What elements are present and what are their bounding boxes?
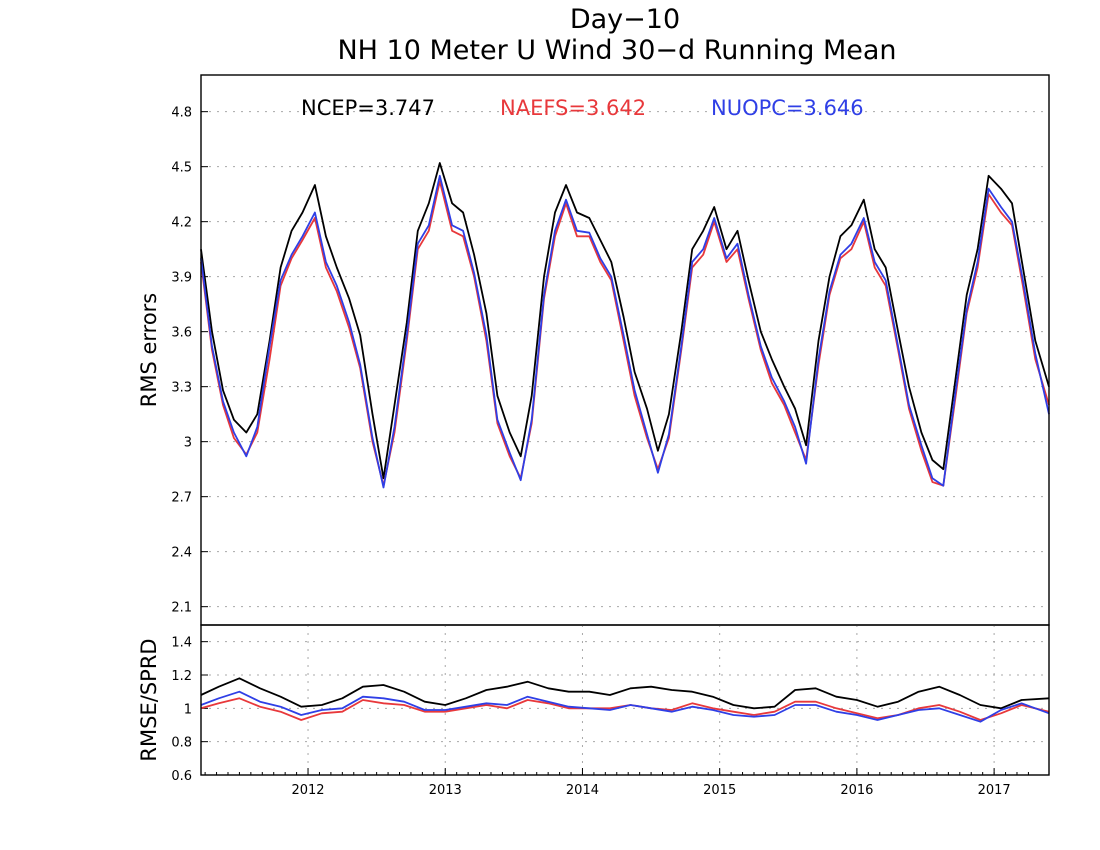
rms-y-tick-label: 2.7 [171, 491, 192, 506]
rmse-sprd-panel: 0.6 0.8 1 1.2 1.4 2012 2013 2014 2015 2016 2017 [171, 624, 1050, 798]
x-tick-label: 2015 [703, 783, 736, 798]
chart-subtitle: NH 10 Meter U Wind 30−d Running Mean [337, 35, 896, 66]
rms-y-tick-label: 2.1 [171, 601, 192, 616]
rms-errors-panel: 2.1 2.4 2.7 3 3.3 3.6 3.9 4.2 4.5 4.8 [171, 74, 1050, 626]
rms-y-tick-label: 3.9 [171, 271, 192, 286]
rms-y-tick-label: 3.3 [171, 381, 192, 396]
rms-series-nuopc [200, 174, 1050, 489]
legend: NCEP=3.747 NAEFS=3.642 NUOPC=3.646 [301, 96, 864, 120]
ratio-series-group [200, 677, 1050, 723]
rms-y-tick-label: 2.4 [171, 546, 192, 561]
ratio-y-axis-ticks: 0.6 0.8 1 1.2 1.4 [171, 636, 208, 784]
rms-series-group [200, 162, 1050, 489]
ratio-y-tick-label: 0.6 [171, 769, 192, 784]
ratio-y-tick-label: 1.2 [171, 669, 192, 684]
ratio-series-nuopc [200, 690, 1050, 723]
legend-nuopc: NUOPC=3.646 [711, 96, 864, 120]
rms-y-tick-label: 4.5 [171, 161, 192, 176]
x-tick-label: 2014 [566, 783, 599, 798]
x-tick-label: 2017 [978, 783, 1011, 798]
x-tick-label: 2012 [291, 783, 324, 798]
x-axis-ticks: 2012 2013 2014 2015 2016 2017 [204, 768, 1029, 798]
rms-y-tick-label: 3.6 [171, 326, 192, 341]
ratio-series-ncep [200, 677, 1050, 710]
rms-grid [201, 111, 1049, 608]
legend-ncep: NCEP=3.747 [301, 96, 435, 120]
rms-y-axis-ticks: 2.1 2.4 2.7 3 3.3 3.6 3.9 4.2 4.5 4.8 [171, 106, 208, 616]
legend-naefs: NAEFS=3.642 [500, 96, 646, 120]
rms-y-tick-label: 4.2 [171, 216, 192, 231]
x-tick-label: 2016 [840, 783, 873, 798]
rms-y-axis-label: RMS errors [137, 293, 161, 408]
ratio-y-tick-label: 1.4 [171, 636, 192, 651]
ratio-y-tick-label: 0.8 [171, 736, 192, 751]
rms-series-naefs [200, 180, 1050, 487]
ratio-y-axis-label: RMSE/SPRD [137, 638, 161, 761]
chart-title: Day−10 [570, 4, 680, 35]
rms-series-ncep [200, 162, 1050, 480]
rms-y-tick-label: 4.8 [171, 106, 192, 121]
ratio-grid [201, 625, 1049, 775]
rms-y-tick-label: 3 [184, 436, 192, 451]
ratio-y-tick-label: 1 [184, 702, 192, 717]
ratio-plot-frame [200, 624, 1050, 776]
x-tick-label: 2013 [429, 783, 462, 798]
